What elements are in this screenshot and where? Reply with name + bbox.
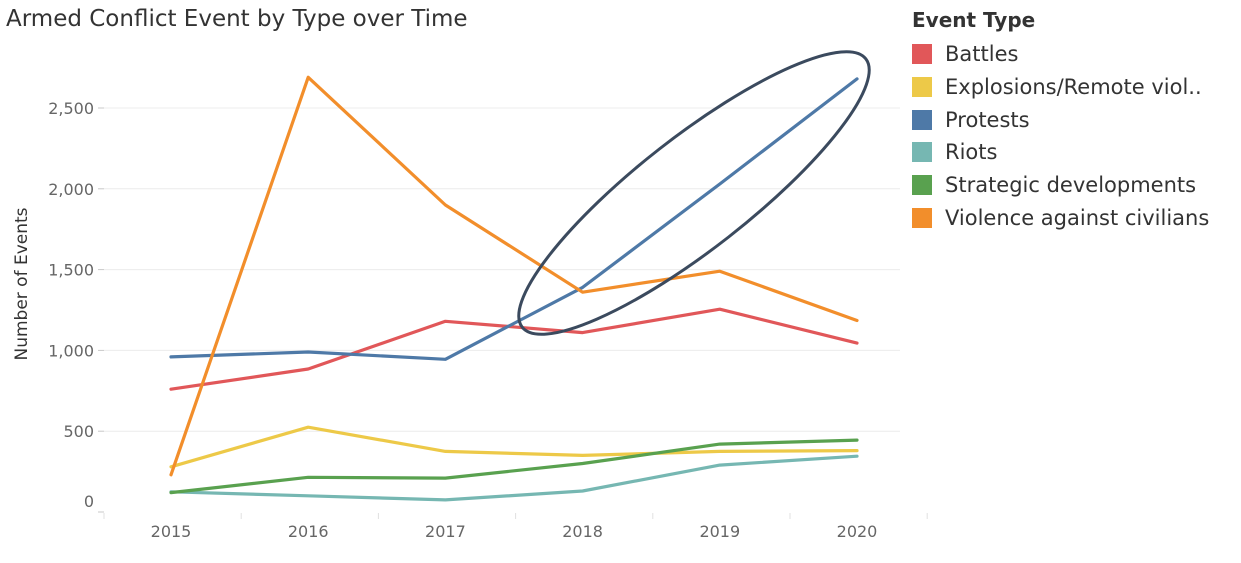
x-tick-label: 2020 (837, 522, 878, 541)
legend: Event Type Battles Explosions/Remote viol… (912, 8, 1209, 234)
series-lines (169, 75, 859, 502)
gridlines (104, 107, 900, 432)
x-axis: 2015 2016 2017 2018 2019 2020 (103, 513, 928, 541)
legend-label: Strategic developments (945, 173, 1197, 198)
x-tick-label: 2018 (562, 522, 603, 541)
legend-label: Explosions/Remote viol.. (945, 75, 1202, 100)
series-line-explosions-remote-viol (169, 425, 859, 469)
legend-item-explosions-remote-viol[interactable]: Explosions/Remote viol.. (912, 71, 1209, 104)
x-tick-label: 2017 (425, 522, 466, 541)
legend-label: Violence against civilians (945, 205, 1210, 230)
x-tick-label: 2019 (699, 522, 740, 541)
y-axis-label: Number of Events (12, 207, 32, 360)
y-tick-label: 1,000 (48, 341, 94, 360)
legend-swatch (912, 77, 932, 98)
highlight-annotation (517, 50, 871, 336)
legend-label: Battles (945, 42, 1019, 67)
y-tick-label: 500 (63, 422, 94, 441)
legend-swatch (912, 44, 932, 65)
series-line-protests (169, 77, 859, 361)
y-tick-label: 0 (84, 492, 94, 511)
legend-item-protests[interactable]: Protests (912, 103, 1209, 136)
x-tick-label: 2016 (288, 522, 329, 541)
legend-swatch (912, 109, 932, 130)
legend-label: Riots (945, 140, 998, 165)
series-line-battles (169, 307, 859, 391)
y-tick-label: 2,500 (48, 99, 94, 118)
series-line-strategic-developments (169, 438, 859, 495)
y-tick-label: 1,500 (48, 261, 94, 280)
legend-item-strategic-developments[interactable]: Strategic developments (912, 169, 1209, 202)
legend-item-riots[interactable]: Riots (912, 136, 1209, 169)
y-tick-label: 2,000 (48, 180, 94, 199)
legend-title: Event Type (912, 8, 1036, 32)
chart-title: Armed Conflict Event by Type over Time (6, 6, 468, 32)
y-axis: 0 500 1,000 1,500 2,000 2,500 (48, 99, 104, 513)
series-line-riots (169, 454, 859, 502)
legend-swatch (912, 175, 932, 196)
highlight-ellipse (517, 50, 871, 336)
legend-item-violence-against-civilians[interactable]: Violence against civilians (912, 201, 1209, 234)
x-tick-label: 2015 (151, 522, 192, 541)
legend-items: Battles Explosions/Remote viol.. Protests R… (912, 38, 1209, 234)
legend-item-battles[interactable]: Battles (912, 38, 1209, 71)
legend-swatch (912, 207, 932, 228)
series-line-violence-against-civilians (169, 75, 859, 477)
legend-swatch (912, 142, 932, 163)
legend-label: Protests (945, 107, 1030, 132)
